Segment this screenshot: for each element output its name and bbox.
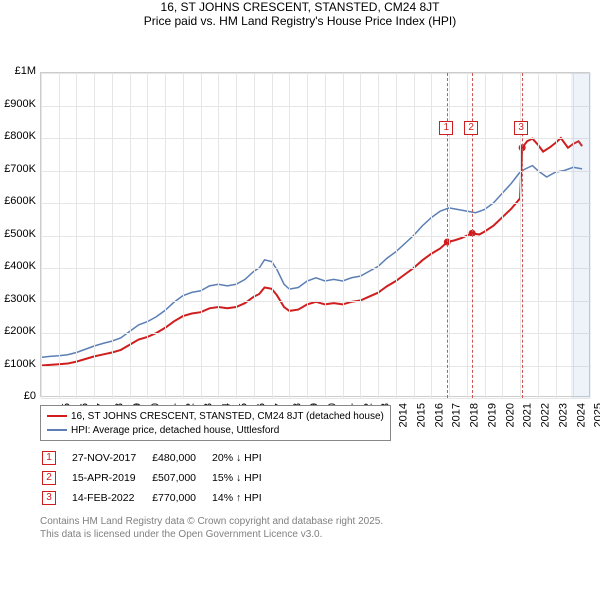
gridline-v <box>254 73 255 398</box>
gridline-v <box>289 73 290 398</box>
footer-line2: This data is licensed under the Open Gov… <box>40 528 383 541</box>
gridline-h <box>41 268 591 269</box>
x-tick-label: 2020 <box>504 403 516 427</box>
sales-row: 3 14-FEB-2022£770,00014% ↑ HPI <box>42 489 276 507</box>
gridline-v <box>343 73 344 398</box>
sale-callout-2: 2 <box>464 121 478 135</box>
legend: 16, ST JOHNS CRESCENT, STANSTED, CM24 8J… <box>40 405 391 441</box>
x-tick-label: 2016 <box>433 403 445 427</box>
gridline-v <box>147 73 148 398</box>
legend-row: HPI: Average price, detached house, Uttl… <box>47 423 384 437</box>
x-tick-label: 2017 <box>451 403 463 427</box>
y-tick-label: £600K <box>2 195 36 207</box>
sale-callout-1: 1 <box>439 121 453 135</box>
y-tick-label: £500K <box>2 228 36 240</box>
sale-price: £480,000 <box>152 449 210 467</box>
x-tick-label: 2025 <box>593 403 600 427</box>
sale-delta: 20% ↓ HPI <box>212 449 276 467</box>
gridline-v <box>307 73 308 398</box>
sales-row: 1 27-NOV-2017£480,00020% ↓ HPI <box>42 449 276 467</box>
gridline-h <box>41 73 591 74</box>
gridline-v <box>165 73 166 398</box>
chart-title-line1: 16, ST JOHNS CRESCENT, STANSTED, CM24 8J… <box>0 0 600 14</box>
gridline-v <box>112 73 113 398</box>
x-tick-label: 2014 <box>398 403 410 427</box>
gridline-v <box>183 73 184 398</box>
legend-label: 16, ST JOHNS CRESCENT, STANSTED, CM24 8J… <box>71 411 384 422</box>
gridline-h <box>41 138 591 139</box>
gridline-v <box>431 73 432 398</box>
legend-row: 16, ST JOHNS CRESCENT, STANSTED, CM24 8J… <box>47 409 384 423</box>
series-property <box>41 138 582 366</box>
y-tick-label: £1M <box>2 65 36 77</box>
gridline-v <box>76 73 77 398</box>
sale-delta: 14% ↑ HPI <box>212 489 276 507</box>
gridline-h <box>41 366 591 367</box>
sale-date: 27-NOV-2017 <box>72 449 150 467</box>
footer-note: Contains HM Land Registry data © Crown c… <box>40 515 383 541</box>
y-tick-label: £100K <box>2 358 36 370</box>
gridline-h <box>41 398 591 399</box>
sale-price: £507,000 <box>152 469 210 487</box>
chart-title-line2: Price paid vs. HM Land Registry's House … <box>0 14 600 28</box>
gridline-v <box>414 73 415 398</box>
y-tick-label: £900K <box>2 98 36 110</box>
y-tick-label: £400K <box>2 260 36 272</box>
gridline-v <box>130 73 131 398</box>
gridline-v <box>396 73 397 398</box>
series-hpi <box>41 166 582 358</box>
gridline-v <box>325 73 326 398</box>
y-tick-label: £200K <box>2 325 36 337</box>
sale-marker: 2 <box>42 471 56 485</box>
gridline-h <box>41 106 591 107</box>
footer-line1: Contains HM Land Registry data © Crown c… <box>40 515 383 528</box>
chart-container: £0 £100K £200K £300K £400K £500K £600K £700K £80… <box>0 32 600 442</box>
legend-label: HPI: Average price, detached house, Uttl… <box>71 425 279 436</box>
gridline-v <box>360 73 361 398</box>
x-tick-label: 2022 <box>540 403 552 427</box>
legend-swatch <box>47 415 67 417</box>
y-tick-label: £700K <box>2 163 36 175</box>
gridline-v <box>94 73 95 398</box>
gridline-h <box>41 203 591 204</box>
sale-date: 15-APR-2019 <box>72 469 150 487</box>
x-tick-label: 2023 <box>557 403 569 427</box>
gridline-v <box>502 73 503 398</box>
sale-marker: 1 <box>42 451 56 465</box>
x-tick-label: 2015 <box>415 403 427 427</box>
y-tick-label: £800K <box>2 130 36 142</box>
sale-date: 14-FEB-2022 <box>72 489 150 507</box>
sales-table: 1 27-NOV-2017£480,00020% ↓ HPI 2 15-APR-201… <box>40 447 278 509</box>
sale-delta: 15% ↓ HPI <box>212 469 276 487</box>
x-tick-label: 2018 <box>469 403 481 427</box>
x-tick-label: 2024 <box>575 403 587 427</box>
sale-price: £770,000 <box>152 489 210 507</box>
shade-band <box>571 73 591 398</box>
gridline-v <box>218 73 219 398</box>
gridline-v <box>201 73 202 398</box>
gridline-h <box>41 301 591 302</box>
sale-callout-3: 3 <box>514 121 528 135</box>
gridline-v <box>378 73 379 398</box>
x-tick-label: 2021 <box>522 403 534 427</box>
plot-area <box>40 72 590 397</box>
gridline-h <box>41 171 591 172</box>
gridline-v <box>59 73 60 398</box>
x-tick-label: 2019 <box>486 403 498 427</box>
gridline-v <box>485 73 486 398</box>
gridline-v <box>272 73 273 398</box>
y-tick-label: £0 <box>2 390 36 402</box>
gridline-h <box>41 236 591 237</box>
legend-swatch <box>47 429 67 431</box>
gridline-v <box>236 73 237 398</box>
gridline-v <box>556 73 557 398</box>
gridline-v <box>538 73 539 398</box>
gridline-h <box>41 333 591 334</box>
y-tick-label: £300K <box>2 293 36 305</box>
gridline-v <box>41 73 42 398</box>
sale-marker: 3 <box>42 491 56 505</box>
sales-row: 2 15-APR-2019£507,00015% ↓ HPI <box>42 469 276 487</box>
